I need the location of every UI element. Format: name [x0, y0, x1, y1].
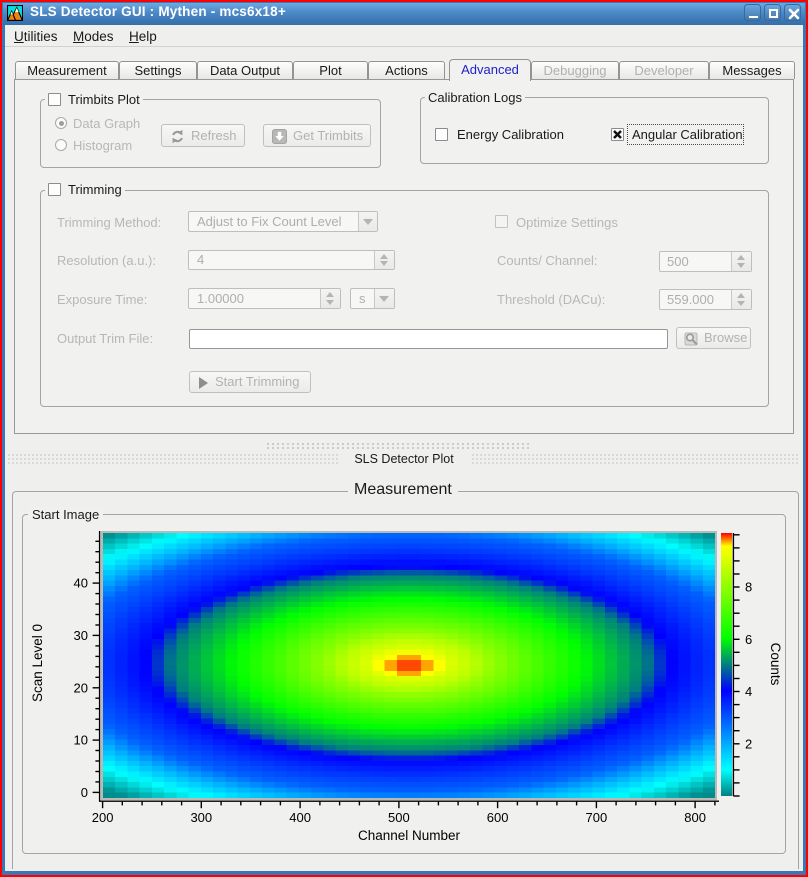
- svg-text:4: 4: [745, 684, 752, 699]
- svg-text:700: 700: [586, 810, 608, 825]
- svg-text:Counts: Counts: [768, 643, 783, 686]
- svg-text:Scan Level 0: Scan Level 0: [30, 624, 45, 702]
- svg-text:8: 8: [745, 580, 752, 595]
- svg-text:300: 300: [190, 810, 212, 825]
- svg-text:20: 20: [74, 680, 88, 695]
- svg-text:500: 500: [388, 810, 410, 825]
- svg-text:10: 10: [74, 733, 88, 748]
- svg-text:800: 800: [684, 810, 706, 825]
- svg-text:600: 600: [487, 810, 509, 825]
- svg-text:2: 2: [745, 736, 752, 751]
- svg-text:40: 40: [74, 576, 88, 591]
- svg-text:200: 200: [92, 810, 114, 825]
- svg-text:400: 400: [289, 810, 311, 825]
- svg-text:Channel Number: Channel Number: [358, 828, 461, 843]
- svg-text:0: 0: [81, 785, 88, 800]
- svg-text:6: 6: [745, 632, 752, 647]
- svg-text:30: 30: [74, 628, 88, 643]
